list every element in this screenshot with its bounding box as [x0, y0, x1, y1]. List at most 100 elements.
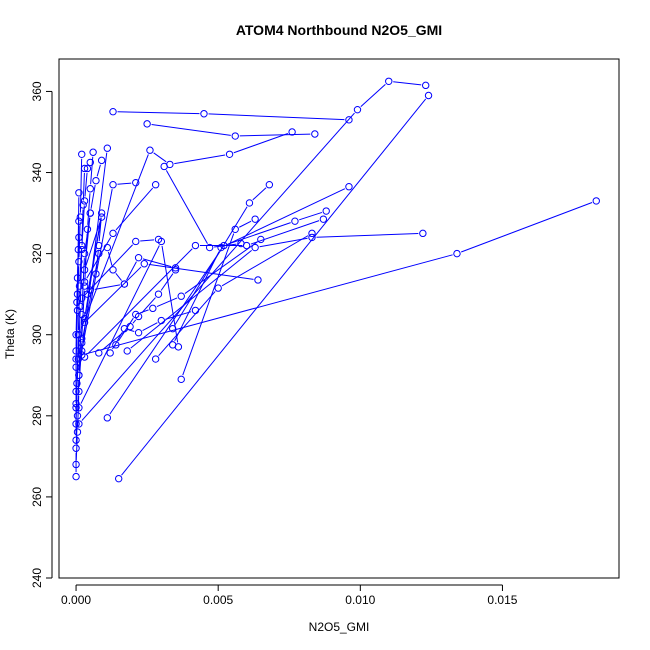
series-line-segment	[360, 83, 386, 108]
data-point	[86, 209, 94, 217]
series-line-segment	[75, 306, 78, 355]
data-point	[134, 253, 143, 262]
data-point	[95, 349, 103, 357]
series-13	[78, 243, 129, 347]
series-line-segment	[259, 237, 308, 248]
series-line-segment	[75, 387, 78, 420]
data-point	[83, 225, 92, 234]
series-line-segment	[142, 322, 158, 332]
series-line-segment	[141, 297, 156, 314]
data-point	[109, 108, 117, 116]
series-line-segment	[461, 202, 593, 253]
series-line-segment	[84, 172, 88, 197]
data-point	[308, 229, 316, 238]
data-point	[171, 266, 180, 274]
data-point	[419, 229, 427, 238]
data-point	[86, 286, 94, 294]
series-16	[78, 235, 163, 302]
series-line-segment	[233, 133, 289, 154]
series-line-segment	[132, 319, 137, 324]
data-point	[254, 276, 262, 284]
series-21	[75, 77, 430, 428]
data-point	[200, 110, 208, 118]
data-point	[265, 181, 274, 189]
series-line-segment	[101, 329, 127, 351]
series-18	[75, 128, 296, 339]
data-point	[106, 349, 114, 357]
data-point	[74, 245, 83, 254]
series-line-segment	[81, 112, 355, 421]
data-point	[80, 197, 89, 205]
series-24	[177, 215, 259, 384]
data-point	[157, 237, 166, 246]
data-point	[288, 128, 296, 136]
data-point	[151, 355, 160, 363]
data-point	[75, 331, 83, 339]
data-point	[109, 181, 117, 189]
data-point	[345, 116, 353, 124]
data-point	[251, 243, 259, 252]
x-tick-label: 0.015	[487, 593, 517, 607]
data-point	[89, 148, 97, 156]
data-point	[140, 260, 148, 268]
series-line-segment	[79, 158, 83, 213]
x-tick-label: 0.000	[61, 593, 91, 607]
series-line-segment	[130, 249, 252, 349]
data-point	[80, 266, 89, 274]
data-point	[120, 324, 129, 333]
series-22	[115, 91, 433, 483]
data-point	[92, 176, 100, 185]
data-point	[97, 213, 106, 221]
data-point	[75, 189, 83, 197]
series-line-segment	[84, 217, 91, 266]
series-line-segment	[85, 221, 101, 266]
series-line-segment	[117, 182, 132, 185]
series-33	[106, 306, 200, 357]
data-point	[72, 420, 80, 428]
series-line-segment	[75, 420, 78, 444]
series-line-segment	[109, 248, 222, 415]
series-line-segment	[107, 251, 113, 266]
series-line-segment	[117, 111, 200, 115]
data-point	[322, 207, 330, 215]
series-line-segment	[112, 332, 123, 350]
series-line-segment	[128, 329, 135, 332]
data-point	[103, 144, 112, 152]
data-point	[78, 351, 86, 359]
data-point	[453, 249, 461, 258]
series-line-segment	[182, 233, 235, 376]
series-line-segment	[250, 220, 320, 245]
data-point	[311, 130, 319, 138]
data-point	[291, 217, 299, 225]
x-tick-label: 0.005	[203, 593, 233, 607]
data-point	[72, 444, 80, 452]
y-tick-label: 280	[30, 405, 44, 425]
series-35	[75, 237, 183, 412]
series-line-segment	[174, 251, 220, 342]
data-point	[86, 158, 94, 167]
data-point	[97, 156, 106, 165]
series-line-segment	[85, 254, 453, 355]
data-point	[308, 233, 316, 242]
data-point	[123, 347, 131, 355]
data-point	[151, 181, 160, 189]
data-point	[245, 199, 254, 207]
series-line-segment	[161, 245, 179, 343]
series-25	[151, 229, 316, 363]
data-point	[109, 229, 117, 238]
data-point	[231, 225, 239, 234]
data-point	[95, 241, 103, 250]
data-point	[112, 341, 120, 349]
series-30	[78, 197, 600, 359]
data-point	[424, 91, 433, 100]
data-point	[319, 215, 328, 223]
data-point	[149, 304, 157, 313]
series-line-segment	[165, 170, 208, 244]
series-line-segment	[78, 221, 81, 258]
data-point	[75, 420, 83, 428]
data-point	[191, 241, 200, 250]
series-line-segment	[96, 164, 101, 177]
series-line-segment	[148, 263, 254, 280]
